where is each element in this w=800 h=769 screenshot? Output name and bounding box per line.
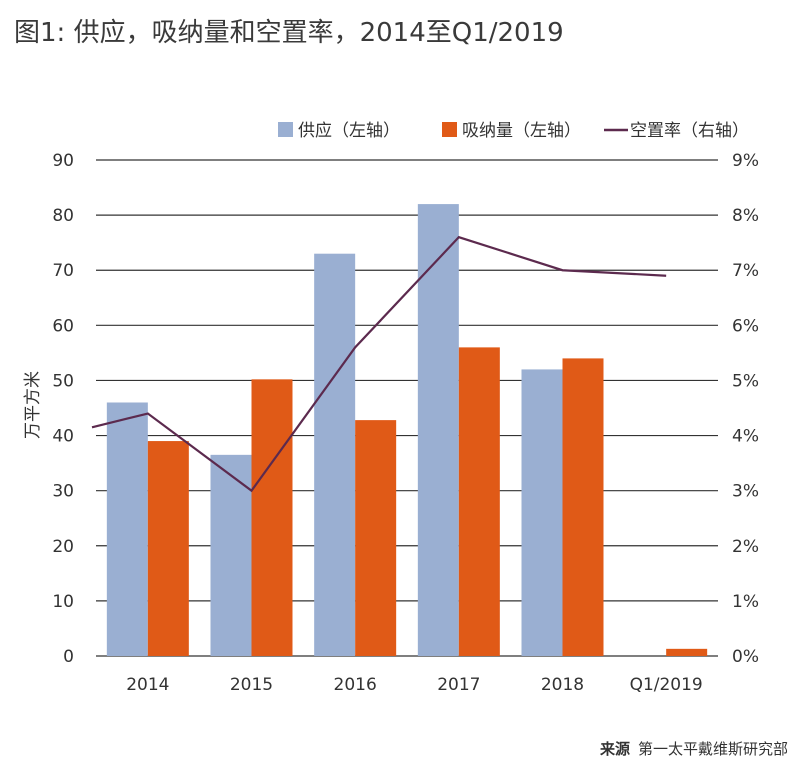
legend-swatch (442, 122, 457, 137)
bar-absorption (355, 420, 397, 656)
y2-tick-label: 7% (732, 261, 759, 281)
vacancy-line (91, 235, 667, 493)
legend-label: 供应（左轴） (298, 121, 400, 141)
legend-swatch (278, 122, 293, 137)
y-tick-label: 0 (63, 647, 74, 667)
y-axis-label: 万平方米 (23, 371, 43, 439)
legend-vacancy: 空置率（右轴） (604, 121, 749, 141)
y-tick-label: 20 (52, 537, 74, 557)
legend-label: 空置率（右轴） (630, 121, 749, 141)
x-tick-label: 2018 (541, 675, 584, 695)
bar-absorption (251, 379, 293, 656)
y-tick-label: 50 (52, 371, 74, 391)
y2-tick-label: 1% (732, 592, 759, 612)
y2-tick-label: 8% (732, 206, 759, 226)
axes: 0 10 20 30 40 50 60 70 80 90 0% 1% 2% 3% 4% 5% 6% 7% 8% 9% 2… (52, 151, 759, 695)
bars (106, 204, 708, 657)
bar-absorption (562, 358, 604, 656)
x-tick-label: 2014 (126, 675, 169, 695)
y-tick-label: 70 (52, 261, 74, 281)
y-tick-label: 30 (52, 482, 74, 502)
y2-tick-label: 2% (732, 537, 759, 557)
y-tick-label: 90 (52, 151, 74, 171)
y2-tick-label: 3% (732, 482, 759, 502)
bar-absorption (666, 648, 708, 656)
x-tick-label: Q1/2019 (630, 675, 703, 695)
legend-supply: 供应（左轴） (278, 121, 400, 141)
x-tick-label: 2017 (437, 675, 480, 695)
bar-absorption (458, 347, 500, 656)
legend: 供应（左轴） 吸纳量（左轴） 空置率（右轴） (278, 121, 749, 141)
bar-absorption (147, 441, 189, 656)
y2-tick-label: 0% (732, 647, 759, 667)
y-tick-label: 80 (52, 206, 74, 226)
chart-title: 图1: 供应，吸纳量和空置率，2014至Q1/2019 (14, 18, 564, 48)
y-tick-label: 10 (52, 592, 74, 612)
bar-supply (210, 454, 252, 656)
x-tick-label: 2015 (230, 675, 273, 695)
y2-tick-label: 4% (732, 427, 759, 447)
legend-label: 吸纳量（左轴） (462, 121, 581, 141)
x-tick-label: 2016 (334, 675, 377, 695)
y2-tick-label: 9% (732, 151, 759, 171)
bar-supply (417, 204, 459, 657)
grid-lines (96, 159, 718, 657)
bar-supply (521, 369, 563, 656)
legend-absorption: 吸纳量（左轴） (442, 121, 581, 141)
vacancy-rate-line (91, 235, 667, 493)
source-label: 来源 (599, 740, 630, 758)
bar-supply (314, 253, 356, 656)
source-note: 来源 第一太平戴维斯研究部 (600, 738, 788, 759)
source-text: 第一太平戴维斯研究部 (637, 740, 788, 758)
bar-supply (106, 402, 148, 656)
y-tick-label: 60 (52, 316, 74, 336)
y2-tick-label: 5% (732, 371, 759, 391)
y2-tick-label: 6% (732, 316, 759, 336)
y-tick-label: 40 (52, 427, 74, 447)
